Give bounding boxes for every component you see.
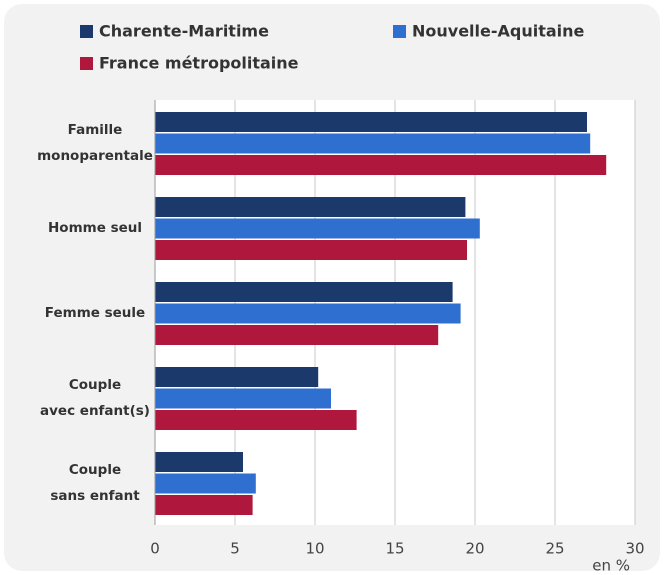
bar	[155, 495, 253, 515]
legend-swatch	[80, 25, 93, 38]
bar	[155, 282, 453, 302]
bar	[155, 218, 480, 239]
bar	[155, 388, 331, 409]
legend-swatch	[393, 25, 406, 38]
bar	[155, 112, 587, 132]
legend-swatch	[80, 57, 93, 70]
y-tick-label: Couple	[69, 462, 121, 478]
bar	[155, 325, 439, 345]
bar	[155, 410, 357, 430]
y-tick-label: Homme seul	[48, 220, 142, 236]
bar	[155, 197, 466, 217]
x-tick-label: 5	[230, 540, 240, 558]
bar	[155, 452, 243, 472]
x-tick-label: 20	[465, 540, 484, 558]
legend-label: Nouvelle-Aquitaine	[412, 22, 585, 41]
bar	[155, 303, 461, 324]
bar	[155, 133, 591, 154]
y-tick-label: sans enfant	[50, 488, 140, 504]
x-tick-label: 0	[150, 540, 160, 558]
x-tick-label: 25	[545, 540, 564, 558]
y-tick-label: avec enfant(s)	[40, 403, 150, 419]
legend-label: Charente-Maritime	[99, 22, 269, 41]
y-tick-label: Couple	[69, 377, 121, 393]
y-tick-label: Femme seule	[45, 305, 145, 321]
y-tick-label: monoparentale	[37, 148, 153, 164]
x-tick-label: 30	[625, 540, 644, 558]
legend-label: France métropolitaine	[99, 54, 299, 73]
bar	[155, 240, 467, 260]
x-tick-label: 10	[305, 540, 324, 558]
x-axis-label: en %	[592, 557, 630, 575]
y-tick-label: Famille	[68, 122, 123, 138]
bar	[155, 367, 319, 387]
bar	[155, 473, 256, 494]
x-tick-label: 15	[385, 540, 404, 558]
bar	[155, 155, 607, 175]
